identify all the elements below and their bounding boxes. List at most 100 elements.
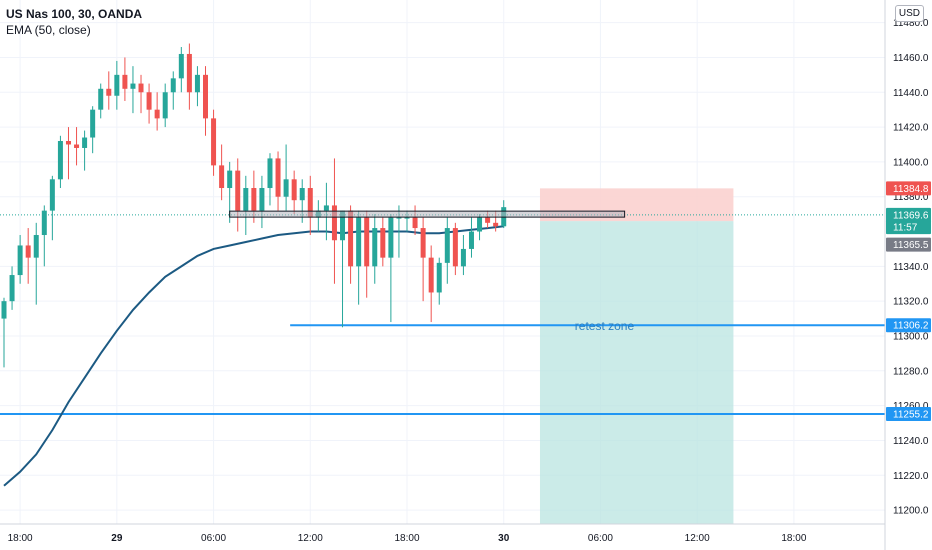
candle-body [493, 222, 499, 227]
annotation-layer: retest zone [575, 319, 635, 333]
price-tag-bg [886, 207, 931, 222]
candle-body [98, 88, 104, 110]
ema-line [3, 225, 504, 487]
price-tag-bg [886, 181, 931, 196]
candle-body [477, 217, 483, 232]
price-tag-label: 11384.8 [893, 184, 929, 195]
candle-body [251, 188, 257, 211]
price-tick-label: 11400.0 [893, 157, 929, 168]
indicator-label[interactable]: EMA (50, close) [6, 23, 91, 37]
resistance-box-layer [229, 210, 626, 218]
price-tick-label: 11320.0 [893, 297, 929, 308]
candle-body [388, 217, 394, 258]
candle-body [170, 78, 176, 93]
price-tag-label: 11365.5 [893, 240, 929, 251]
price-tick-label: 11340.0 [893, 262, 929, 273]
candle-body [82, 137, 88, 148]
candle-body [235, 170, 241, 211]
time-tick-label: 12:00 [298, 533, 323, 544]
price-tick-label: 11440.0 [893, 88, 929, 99]
price-tick-label: 11220.0 [893, 471, 929, 482]
price-tick-label: 11260.0 [893, 401, 929, 412]
time-tick-label: 12:00 [685, 533, 710, 544]
candle-body [57, 141, 63, 180]
time-tick-label: 06:00 [201, 533, 226, 544]
candle-body [203, 74, 208, 119]
price-tag: 11384.8 [886, 181, 931, 196]
ema-line-layer [3, 225, 504, 487]
time-tick-label: 18:00 [781, 533, 806, 544]
time-tick-label: 18:00 [394, 533, 419, 544]
price-tag: 11306.2 [886, 318, 931, 333]
retest-zone-label: retest zone [575, 319, 635, 333]
candle-body [348, 210, 354, 267]
resistance-box [229, 210, 626, 218]
time-axis[interactable]: 18:00 29 06:00 12:00 18:00 30 06:00 12:00 18:00 [0, 523, 885, 544]
candle-body [219, 165, 225, 189]
time-tick-label: 18:00 [8, 533, 33, 544]
symbol-title[interactable]: US Nas 100, 30, OANDA [6, 7, 143, 21]
candle-body [130, 83, 136, 89]
position-zones [539, 188, 734, 524]
candle-body [194, 74, 200, 93]
candle-body [114, 74, 120, 96]
candles-layer [1, 43, 507, 368]
candle-body [186, 53, 192, 93]
price-tag-label: 11:57 [893, 223, 918, 234]
time-tick-label: 30 [498, 533, 510, 544]
candle-body [444, 228, 450, 263]
price-tag-bg [886, 220, 931, 235]
candle-body [162, 92, 168, 119]
currency-badge[interactable]: USD [894, 5, 924, 22]
candle-body [340, 210, 346, 241]
candle-body [146, 92, 152, 110]
price-axis[interactable]: 11480.0 11460.0 11440.0 11420.0 11400.0 11380… [884, 0, 929, 550]
price-tag-label: 11369.6 [893, 210, 929, 221]
candle-body [33, 235, 39, 258]
candle-body [356, 217, 362, 267]
candle-body [468, 231, 474, 249]
candle-body [154, 109, 160, 119]
profit-zone [539, 221, 734, 524]
candle-body [243, 188, 249, 211]
price-tick-label: 11280.0 [893, 366, 929, 377]
candle-body [452, 228, 458, 267]
price-tick-label: 11480.0 [893, 18, 929, 29]
price-tick-label: 11240.0 [893, 436, 929, 447]
candle-body [49, 179, 55, 211]
candle-body [364, 217, 370, 267]
candle-body [178, 53, 184, 79]
candle-body [299, 188, 305, 201]
candle-body [9, 275, 15, 302]
candle-body [436, 262, 442, 293]
candle-body [420, 228, 426, 258]
candle-body [227, 170, 233, 189]
price-tag: 11365.5 [886, 237, 931, 252]
candle-body [106, 88, 112, 96]
price-tag: 11255.2 [886, 406, 931, 421]
candle-body [275, 158, 281, 197]
candle-body [41, 210, 47, 236]
price-tag-bg [886, 237, 931, 252]
price-tick-label: 11460.0 [893, 53, 929, 64]
candle-body [323, 205, 329, 211]
price-tag: 11:57 [886, 220, 931, 235]
price-tick-label: 11300.0 [893, 331, 929, 342]
time-tick-label: 06:00 [588, 533, 613, 544]
price-tags: 11384.8 11369.6 11:57 11365.5 11306.2 11255.2 [886, 181, 931, 421]
candle-body [267, 158, 273, 189]
candle-body [331, 205, 337, 241]
candle-body [65, 141, 71, 145]
candle-body [1, 301, 7, 319]
candle-body [283, 179, 289, 197]
price-tag: 11369.6 [886, 207, 931, 222]
chart-legend: US Nas 100, 30, OANDA EMA (50, close) [6, 6, 142, 38]
price-tick-label: 11420.0 [893, 123, 929, 134]
candle-body [25, 245, 31, 258]
price-tick-label: 11380.0 [893, 192, 929, 203]
candle-body [485, 217, 491, 223]
horizontal-lines [0, 214, 885, 415]
candle-body [372, 228, 378, 267]
price-tag-bg [886, 318, 931, 333]
